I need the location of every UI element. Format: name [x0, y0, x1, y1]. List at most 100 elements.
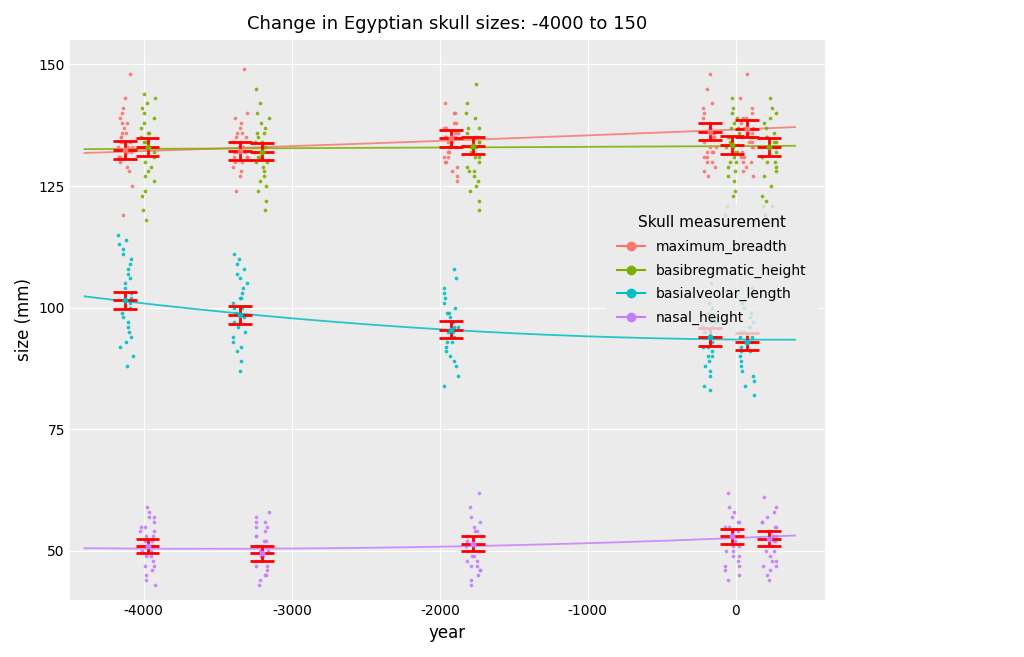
Point	[701, 385, 718, 396]
Point	[247, 147, 263, 157]
Point	[115, 103, 131, 114]
Point	[438, 346, 455, 357]
Point	[450, 127, 466, 138]
Point	[133, 122, 150, 133]
Point	[248, 156, 264, 167]
Point	[726, 531, 742, 541]
Point	[260, 113, 276, 124]
Point	[442, 133, 459, 144]
Point	[766, 536, 782, 547]
Point	[122, 302, 138, 313]
Point	[124, 351, 140, 361]
Point	[726, 118, 742, 128]
Point	[257, 570, 273, 581]
Point	[450, 322, 466, 332]
Point	[445, 118, 462, 128]
Point	[248, 522, 264, 532]
Point	[767, 108, 783, 118]
Point	[733, 118, 750, 128]
Point	[743, 142, 760, 152]
Point	[718, 142, 734, 152]
Point	[727, 186, 743, 196]
Point	[239, 278, 255, 288]
Point	[726, 176, 742, 187]
Point	[447, 361, 464, 371]
Point	[232, 317, 249, 328]
Point	[257, 205, 273, 215]
Point	[743, 307, 760, 318]
Point	[767, 156, 783, 167]
Point	[258, 195, 274, 206]
Point	[735, 327, 752, 337]
Point	[232, 293, 249, 304]
Point	[118, 283, 134, 294]
Point	[459, 162, 475, 172]
Point	[225, 298, 242, 308]
Point	[721, 502, 737, 512]
Point	[732, 342, 749, 352]
Point	[257, 181, 273, 191]
Point	[735, 152, 752, 162]
Point	[745, 390, 762, 401]
Point	[721, 522, 737, 532]
Point	[768, 560, 784, 571]
Point	[764, 200, 780, 211]
Point	[439, 307, 456, 318]
Point	[466, 171, 482, 181]
Point	[260, 546, 276, 556]
Point	[141, 127, 158, 138]
Point	[459, 98, 475, 108]
Point	[146, 152, 163, 162]
Point	[111, 239, 127, 250]
Point	[756, 118, 772, 128]
Point	[471, 152, 487, 162]
Point	[137, 186, 154, 196]
Point	[113, 132, 129, 143]
Point	[755, 200, 771, 211]
Point	[703, 147, 720, 157]
Point	[726, 147, 742, 157]
Point	[124, 181, 140, 191]
Point	[463, 147, 479, 157]
Point	[121, 69, 137, 79]
Point	[695, 103, 712, 114]
Point	[436, 156, 453, 167]
Point	[463, 512, 479, 522]
Point	[464, 551, 480, 561]
Point	[227, 307, 244, 318]
Point	[459, 555, 475, 566]
Point	[695, 152, 712, 162]
Point	[756, 541, 772, 551]
Point	[252, 98, 268, 108]
Point	[139, 142, 156, 152]
Point	[250, 186, 266, 196]
Point	[227, 156, 244, 167]
Point	[767, 522, 783, 532]
Point	[705, 332, 721, 342]
Point	[469, 560, 485, 571]
Point	[724, 531, 740, 541]
Point	[446, 302, 463, 313]
Point	[708, 162, 724, 172]
Point	[124, 142, 140, 152]
Point	[743, 108, 760, 118]
Point	[115, 312, 131, 323]
Point	[768, 162, 784, 172]
Point	[113, 137, 129, 148]
Point	[445, 332, 462, 342]
Point	[231, 142, 248, 152]
Point	[695, 342, 712, 352]
Point	[723, 531, 739, 541]
Point	[766, 127, 782, 138]
Point	[132, 132, 148, 143]
Point	[724, 551, 740, 561]
Point	[467, 152, 483, 162]
Point	[696, 327, 713, 337]
Point	[741, 346, 758, 357]
Point	[134, 191, 151, 201]
Point	[123, 332, 139, 342]
Point	[252, 575, 268, 585]
Point	[228, 346, 245, 357]
Point	[737, 380, 754, 391]
Point	[249, 541, 265, 551]
